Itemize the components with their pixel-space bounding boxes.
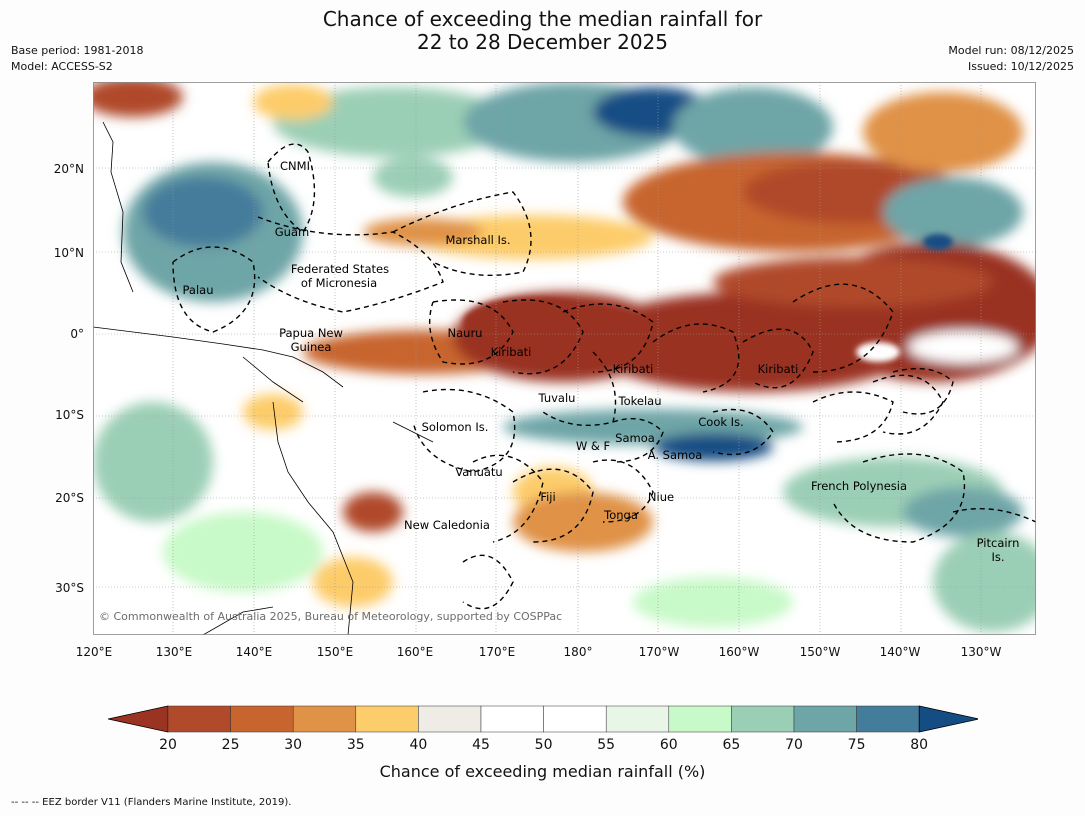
colorbar-tick-label: 60 (659, 737, 678, 753)
map-frame (93, 82, 1036, 635)
colorbar-segment (856, 705, 920, 733)
x-tick-label: 170°W (638, 645, 680, 659)
title-line-1: Chance of exceeding the median rainfall … (322, 7, 763, 31)
issued-date: Issued: 10/12/2025 (967, 60, 1074, 73)
colorbar-segment (731, 705, 795, 733)
y-tick-label: 0° (70, 327, 84, 341)
colorbar-segment (605, 705, 670, 733)
x-tick-label: 170°E (478, 645, 516, 659)
x-tick-label: 150°E (316, 645, 354, 659)
colorbar (108, 705, 978, 733)
label-fsm-line-2: of Micronesia (301, 276, 377, 290)
title-line-2: 22 to 28 December 2025 (416, 30, 668, 54)
meta-right: Model run: 08/12/2025 Issued: 10/12/2025 (948, 43, 1074, 75)
colorbar-tick-label: 20 (159, 737, 177, 753)
x-tick-label: 130°W (960, 645, 1002, 659)
x-tick-label: 160°W (718, 645, 760, 659)
x-tick-label: 180° (563, 645, 593, 659)
label-marshall-islands: Marshall Is. (445, 233, 510, 247)
coastlines (93, 121, 434, 635)
label-french-polynesia: French Polynesia (811, 479, 907, 493)
colorbar-tick-label: 40 (409, 737, 428, 753)
rainfall-map: CNMI Guam Marshall Is. Federated States … (93, 82, 1036, 635)
x-tick-label: 160°E (396, 645, 434, 659)
eez-borders (172, 143, 1036, 610)
y-tick-label: 20°N (53, 162, 84, 176)
colorbar-tick-label: 35 (346, 737, 365, 753)
label-american-samoa: A. Samoa (648, 448, 703, 462)
label-guam: Guam (275, 225, 309, 239)
meta-left: Base period: 1981-2018 Model: ACCESS-S2 (11, 43, 143, 75)
label-fiji: Fiji (540, 490, 555, 504)
x-tick-label: 140°E (235, 645, 273, 659)
label-palau: Palau (183, 283, 214, 297)
label-tokelau: Tokelau (618, 394, 662, 408)
y-tick-label: 20°S (55, 491, 84, 505)
colorbar-segment (668, 705, 732, 733)
colorbar-segment (543, 705, 607, 733)
y-tick-label: 10°N (53, 246, 84, 260)
colorbar-tick-label: 65 (722, 737, 741, 753)
colorbar-tick-label: 80 (910, 737, 929, 753)
region-labels: CNMI Guam Marshall Is. Federated States … (183, 159, 1020, 564)
copyright-notice: © Commonwealth of Australia 2025, Bureau… (99, 610, 562, 623)
x-tick-label: 120°E (75, 645, 113, 659)
grid-lines (93, 82, 1036, 635)
colorbar-segment (167, 705, 231, 733)
colorbar-segment (292, 705, 357, 733)
colorbar-segment (355, 705, 419, 733)
label-samoa: Samoa (615, 431, 655, 445)
colorbar-title: Chance of exceeding median rainfall (%) (379, 762, 706, 781)
label-new-caledonia: New Caledonia (404, 518, 490, 532)
colorbar-tick-label: 55 (597, 737, 616, 753)
model-run: Model run: 08/12/2025 (948, 44, 1074, 57)
label-nauru: Nauru (448, 326, 483, 340)
colorbar-segment (418, 705, 482, 733)
label-niue: Niue (648, 490, 674, 504)
rainfall-field (93, 82, 1036, 635)
colorbar-extend-high (918, 705, 978, 733)
x-tick-label: 140°W (879, 645, 921, 659)
label-pitcairn-line-2: Is. (991, 550, 1004, 564)
colorbar-tick-label: 30 (284, 737, 303, 753)
colorbar-tick-label: 45 (472, 737, 490, 753)
label-kiribati-east: Kiribati (758, 362, 799, 376)
label-solomon-islands: Solomon Is. (422, 420, 489, 434)
colorbar-segment (793, 705, 857, 733)
colorbar-tick-label: 70 (785, 737, 803, 753)
label-kiribati-west: Kiribati (491, 345, 532, 359)
label-tuvalu: Tuvalu (538, 391, 576, 405)
label-kiribati-central: Kiribati (613, 362, 654, 376)
model-name: Model: ACCESS-S2 (11, 60, 113, 73)
x-tick-label: 150°W (799, 645, 841, 659)
label-tonga: Tonga (603, 508, 638, 522)
label-cnmi: CNMI (280, 159, 310, 173)
y-tick-label: 30°S (55, 581, 84, 595)
label-png-line-2: Guinea (291, 340, 332, 354)
label-fsm-line-1: Federated States (291, 262, 389, 276)
y-tick-label: 10°S (55, 408, 84, 422)
label-cook-islands: Cook Is. (698, 415, 743, 429)
colorbar-tick-label: 75 (847, 737, 866, 753)
colorbar-extend-low (108, 705, 169, 733)
x-tick-label: 130°E (155, 645, 193, 659)
colorbar-segment (480, 705, 544, 733)
label-vanuatu: Vanuatu (455, 465, 502, 479)
eez-footnote: -- -- -- EEZ border V11 (Flanders Marine… (11, 797, 292, 808)
base-period: Base period: 1981-2018 (11, 44, 144, 57)
label-png-line-1: Papua New (279, 326, 343, 340)
map-title: Chance of exceeding the median rainfall … (0, 8, 1085, 54)
colorbar-segment (230, 705, 294, 733)
label-pitcairn-line-1: Pitcairn (977, 536, 1020, 550)
colorbar-tick-label: 50 (534, 737, 553, 753)
label-wallis-futuna: W & F (576, 439, 610, 453)
colorbar-tick-label: 25 (221, 737, 240, 753)
